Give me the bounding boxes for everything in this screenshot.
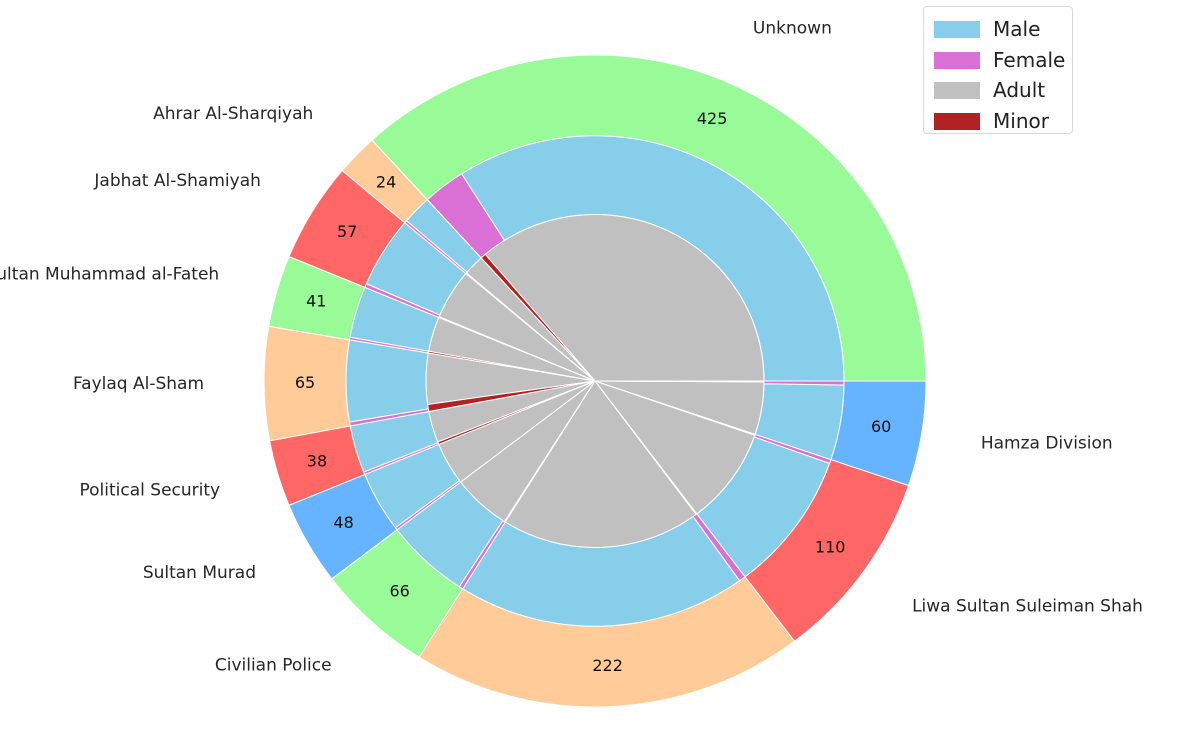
value-label-political-security: 38 xyxy=(307,452,327,471)
legend-label-female: Female xyxy=(993,48,1066,72)
male-wedge-faylaq-al-sham xyxy=(345,339,429,423)
category-label-jabhat-al-shamiyah: Jabhat Al-Shamiyah xyxy=(93,171,261,191)
category-label-political-security: Political Security xyxy=(80,480,221,500)
value-label-hamza-division: 60 xyxy=(871,417,891,436)
legend-swatch-female xyxy=(934,51,980,69)
age-ring xyxy=(425,214,765,548)
adult-wedge-unknown xyxy=(484,214,765,382)
value-label-ahrar-al-sharqiyah: 24 xyxy=(376,172,396,191)
category-label-faylaq-al-sham: Faylaq Al-Sham xyxy=(73,374,204,394)
category-label-liwa-sultan-suleiman-shah: Liwa Sultan Suleiman Shah xyxy=(912,596,1143,616)
legend-swatch-male xyxy=(934,20,980,38)
legend-item-male: Male xyxy=(934,17,1040,41)
gender-ring xyxy=(345,135,845,627)
value-label-military-police: 222 xyxy=(592,656,623,675)
value-label-civilian-police: 66 xyxy=(389,582,409,601)
legend-item-female: Female xyxy=(934,48,1065,72)
female-wedge-hamza-division xyxy=(763,380,845,386)
outer-ring xyxy=(263,54,927,708)
category-label-sultan-muhammad-al-fateh: Sultan Muhammad al-Fateh xyxy=(0,265,219,285)
value-label-sultan-muhammad-al-fateh: 41 xyxy=(306,292,326,311)
value-label-jabhat-al-shamiyah: 57 xyxy=(337,222,357,241)
category-label-ahrar-al-sharqiyah: Ahrar Al-Sharqiyah xyxy=(153,104,313,124)
minor-wedge-hamza-division xyxy=(594,380,765,383)
legend-item-minor: Minor xyxy=(934,109,1049,133)
category-label-hamza-division: Hamza Division xyxy=(981,434,1113,454)
category-label-sultan-murad: Sultan Murad xyxy=(143,563,256,583)
legend-item-adult: Adult xyxy=(934,78,1045,102)
legend-label-male: Male xyxy=(993,17,1041,41)
category-label-unknown: Unknown xyxy=(753,19,832,39)
legend: Male Female Adult Minor xyxy=(923,6,1073,134)
adult-wedge-military-police xyxy=(504,380,697,548)
value-label-sultan-murad: 48 xyxy=(333,513,353,532)
legend-swatch-minor xyxy=(934,112,980,130)
legend-swatch-adult xyxy=(934,81,980,99)
legend-label-adult: Adult xyxy=(993,78,1046,102)
category-label-civilian-police: Civilian Police xyxy=(215,656,332,676)
legend-label-minor: Minor xyxy=(993,109,1049,133)
value-label-faylaq-al-sham: 65 xyxy=(295,373,315,392)
value-label-unknown: 425 xyxy=(697,109,728,128)
chart-labels: Unknown 425 Ahrar Al-Sharqiyah 24 Jabhat Al-… xyxy=(0,19,1143,676)
value-label-liwa-sultan-suleiman-shah: 110 xyxy=(815,538,846,557)
